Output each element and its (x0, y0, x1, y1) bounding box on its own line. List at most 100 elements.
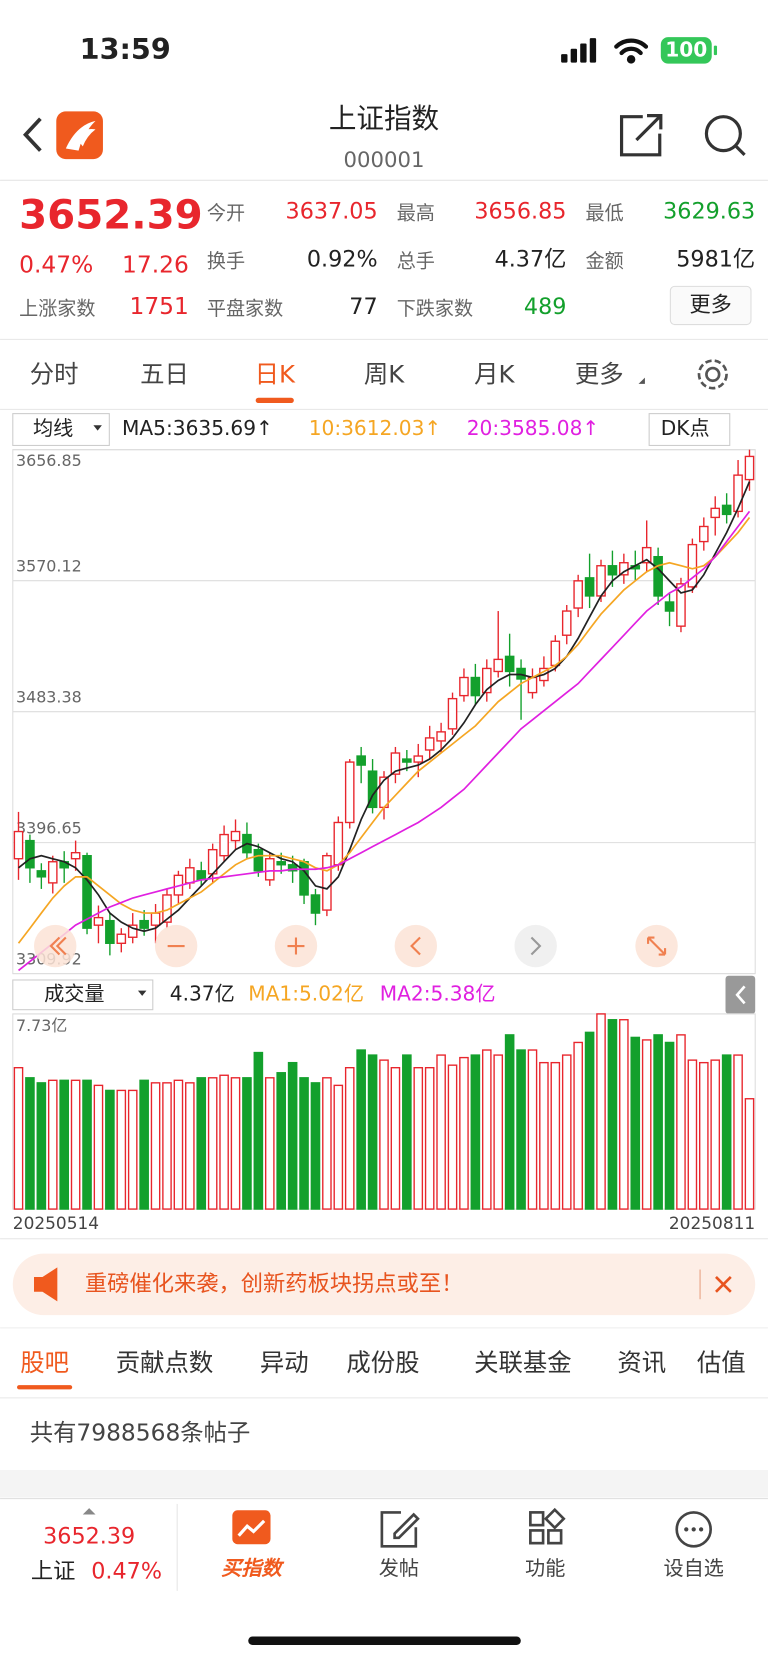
info-tab[interactable]: 异动 (260, 1348, 309, 1377)
field-value: 4.37亿 (495, 246, 567, 272)
watch-icon[interactable] (675, 1511, 712, 1548)
banner-text[interactable]: 重磅催化来袭，创新药板块拐点或至！ (85, 1271, 464, 1297)
volume-bar (493, 1054, 504, 1210)
nav-label[interactable]: 买指数 (221, 1556, 284, 1580)
indicator[interactable]: 均线 (33, 416, 73, 440)
function-icon[interactable] (529, 1507, 566, 1545)
nav-label[interactable]: 发帖 (379, 1556, 419, 1580)
volume-bar (196, 1077, 207, 1210)
info-tab[interactable]: 贡献点数 (116, 1348, 214, 1377)
battery-tip (713, 45, 718, 56)
step-left[interactable] (394, 924, 438, 968)
field-label: 金额 (586, 249, 624, 272)
clock: 13:59 (80, 32, 171, 66)
candle-body (470, 676, 481, 697)
volume-bar (116, 1089, 127, 1210)
info-tab[interactable]: 资讯 (617, 1348, 666, 1377)
y-tick-label: 7.73亿 (16, 1016, 67, 1035)
volume-bar (733, 1054, 743, 1210)
post-count: 共有7988568条帖子 (30, 1418, 251, 1446)
bottom-name: 上证 (31, 1558, 76, 1584)
candle-body (504, 655, 515, 673)
collapse-tab[interactable] (725, 975, 756, 1014)
field-value: 0.92% (307, 246, 378, 272)
candle-body (82, 855, 92, 929)
chart-tab[interactable]: 分时 (30, 359, 79, 388)
buy-icon[interactable] (232, 1510, 271, 1545)
candle-body (287, 864, 298, 872)
battery (660, 37, 712, 64)
info-tab[interactable]: 关联基金 (474, 1348, 572, 1377)
field-label: 最高 (397, 202, 435, 225)
volume-bar (641, 1039, 652, 1210)
dk-label[interactable]: DK点 (661, 416, 710, 440)
volume-bar (584, 1031, 595, 1210)
more-label[interactable]: 更多 (689, 292, 731, 317)
candle-body (699, 525, 709, 543)
chart-tab[interactable]: 月K (474, 359, 515, 388)
candle-body (139, 919, 149, 929)
post-icon[interactable] (380, 1511, 420, 1548)
volume-title[interactable]: 成交量 (44, 981, 104, 1005)
chart-tab[interactable]: 周K (364, 359, 405, 388)
volume-bar (173, 1079, 184, 1210)
step-right[interactable] (514, 924, 557, 968)
candle-body (344, 761, 355, 824)
dk-button[interactable] (648, 413, 731, 446)
candle-body (333, 821, 344, 866)
volume-bar (242, 1077, 252, 1210)
candle-body (356, 755, 366, 766)
field-label: 换手 (207, 249, 245, 272)
ma-line (17, 510, 751, 972)
buy-icon-line (237, 1519, 266, 1537)
volume-dropdown[interactable] (12, 979, 154, 1011)
volume-bar (367, 1054, 378, 1210)
volume-bar (139, 1079, 149, 1210)
info-tab[interactable]: 成份股 (346, 1348, 419, 1377)
back-button[interactable] (22, 117, 42, 152)
share-button[interactable] (619, 114, 663, 157)
volume-bar (413, 1067, 424, 1210)
chart-tab[interactable]: 五日 (140, 359, 189, 388)
volume-bar (573, 1041, 583, 1210)
search-button[interactable] (704, 115, 746, 156)
volume-bar (207, 1077, 218, 1210)
volume-bar (527, 1049, 538, 1210)
volume-bar (253, 1051, 264, 1210)
close-banner[interactable] (715, 1276, 732, 1293)
y-tick-label: 3656.85 (16, 451, 82, 470)
volume-bar (47, 1079, 58, 1210)
candle-body (253, 848, 264, 872)
chart-tab[interactable]: 更多 (575, 359, 624, 388)
candle-body (493, 658, 504, 673)
nav-label[interactable]: 设自选 (663, 1556, 723, 1580)
expand-arrow[interactable] (82, 1508, 96, 1515)
volume-bar (82, 1079, 92, 1210)
chart-tab[interactable]: 日K (255, 359, 296, 388)
change: 17.26 (122, 251, 189, 279)
candle-body (687, 543, 698, 588)
volume-bar (25, 1077, 35, 1210)
change-pct: 0.47% (19, 251, 93, 279)
settings-button[interactable] (697, 359, 728, 390)
info-tab[interactable]: 股吧 (20, 1348, 69, 1377)
candle-body (721, 504, 732, 516)
candle-body (561, 610, 572, 636)
candle-body (641, 546, 652, 564)
candle-body (36, 870, 47, 878)
candle-body (150, 912, 161, 926)
banner[interactable] (12, 1253, 756, 1316)
volume-bar (322, 1077, 332, 1210)
nav-label[interactable]: 功能 (525, 1556, 565, 1580)
candle-body (299, 861, 309, 896)
rise-label: 上涨家数 (19, 297, 95, 320)
indicator-dropdown[interactable] (12, 413, 110, 446)
info-tab[interactable]: 估值 (697, 1348, 746, 1377)
scroll-left[interactable] (34, 924, 77, 968)
volume-bar (607, 1019, 618, 1210)
volume-bar (470, 1054, 481, 1210)
more-button[interactable] (669, 285, 752, 326)
volume-bar (333, 1084, 344, 1210)
